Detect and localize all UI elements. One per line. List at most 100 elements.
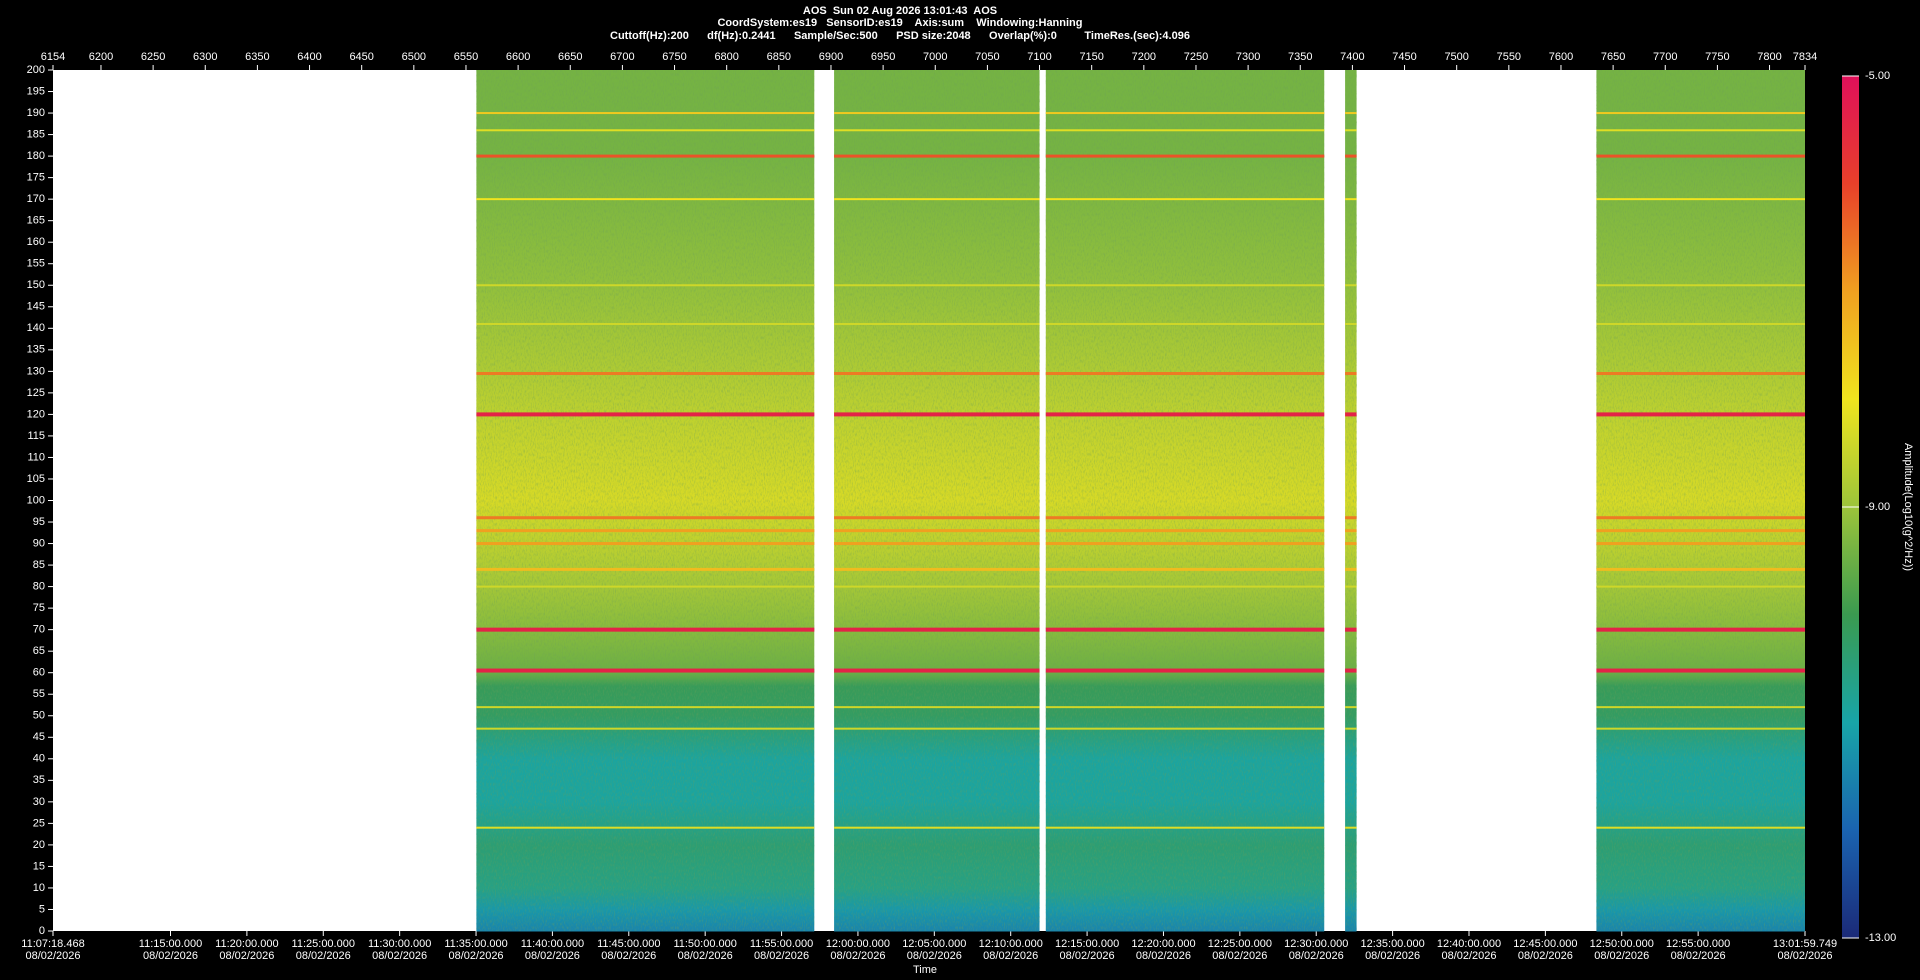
y-tick-label: 35 xyxy=(33,774,45,786)
tone-line xyxy=(476,668,815,673)
x-tick-label: 7050 xyxy=(975,51,999,63)
header-line: AOS Sun 02 Aug 2026 13:01:43 AOS xyxy=(803,5,997,17)
tone-line xyxy=(476,198,815,201)
tone-line xyxy=(1596,585,1805,588)
y-tick-label: 150 xyxy=(27,279,45,291)
tone-line xyxy=(1345,567,1357,571)
time-tick-date: 08/02/2026 xyxy=(678,950,733,962)
tone-line xyxy=(1345,706,1357,709)
tone-line xyxy=(1596,112,1805,115)
header-line: CoordSystem:es19 SensorID:es19 Axis:sum … xyxy=(717,17,1082,29)
x-tick-label: 7550 xyxy=(1497,51,1521,63)
tone-line xyxy=(476,529,815,533)
tone-line xyxy=(1596,668,1805,673)
x-tick-label: 6950 xyxy=(871,51,895,63)
y-tick-label: 185 xyxy=(27,128,45,140)
tone-line xyxy=(1596,198,1805,201)
time-tick-label: 12:05:00.000 xyxy=(902,938,966,950)
tone-line xyxy=(834,284,1040,287)
tone-line xyxy=(476,567,815,571)
y-tick-label: 75 xyxy=(33,602,45,614)
time-tick-label: 11:20:00.000 xyxy=(215,938,278,950)
time-tick-label: 12:20:00.000 xyxy=(1131,938,1195,950)
data-segment xyxy=(1596,70,1805,932)
x-tick-label: 7100 xyxy=(1027,51,1051,63)
tone-line xyxy=(1345,516,1357,520)
tone-line xyxy=(1596,516,1805,520)
tone-line xyxy=(1045,529,1325,533)
y-tick-label: 120 xyxy=(27,408,45,420)
tone-line xyxy=(1345,727,1357,730)
y-tick-label: 20 xyxy=(33,839,45,851)
time-tick-date: 08/02/2026 xyxy=(601,950,656,962)
tone-line xyxy=(1045,727,1325,730)
time-tick-date: 08/02/2026 xyxy=(754,950,809,962)
tone-line xyxy=(476,412,815,417)
tone-line xyxy=(834,129,1040,132)
y-tick-label: 25 xyxy=(33,817,45,829)
tone-line xyxy=(1596,727,1805,730)
y-tick-label: 60 xyxy=(33,667,45,679)
y-tick-label: 45 xyxy=(33,731,45,743)
time-tick-date: 08/02/2026 xyxy=(1212,950,1267,962)
x-tick-label: 7650 xyxy=(1601,51,1625,63)
tone-line xyxy=(834,412,1040,417)
tone-line xyxy=(1045,322,1325,325)
time-tick-date: 08/02/2026 xyxy=(983,950,1038,962)
x-tick-label: 6500 xyxy=(402,51,426,63)
tone-line xyxy=(476,516,815,520)
x-tick-label: 7800 xyxy=(1757,51,1781,63)
colorbar-tick-label: -5.00 xyxy=(1865,70,1890,82)
tone-line xyxy=(476,706,815,709)
x-tick-label: 7250 xyxy=(1184,51,1208,63)
tone-line xyxy=(1045,627,1325,632)
tone-line xyxy=(1345,412,1357,417)
time-tick-date: 08/02/2026 xyxy=(296,950,351,962)
tone-line xyxy=(1596,706,1805,709)
time-tick-label: 12:25:00.000 xyxy=(1208,938,1272,950)
x-tick-label: 7000 xyxy=(923,51,947,63)
tone-line xyxy=(1596,412,1805,417)
y-tick-label: 30 xyxy=(33,796,45,808)
time-tick-label: 11:50:00.000 xyxy=(673,938,736,950)
tone-line xyxy=(1596,542,1805,546)
x-tick-label: 6550 xyxy=(454,51,478,63)
tone-line xyxy=(1596,529,1805,533)
time-tick-date: 08/02/2026 xyxy=(25,950,80,962)
tone-line xyxy=(476,727,815,730)
y-tick-label: 5 xyxy=(39,903,45,915)
tone-line xyxy=(834,826,1040,829)
tone-line xyxy=(834,154,1040,158)
tone-line xyxy=(834,372,1040,376)
y-tick-label: 160 xyxy=(27,236,45,248)
time-tick-label: 12:45:00.000 xyxy=(1513,938,1577,950)
tone-line xyxy=(1345,284,1357,287)
y-tick-label: 110 xyxy=(27,451,45,463)
time-tick-date: 08/02/2026 xyxy=(1518,950,1573,962)
tone-line xyxy=(1045,542,1325,546)
x-tick-label: 7300 xyxy=(1236,51,1260,63)
x-tick-label: 6800 xyxy=(714,51,738,63)
time-tick-date: 08/02/2026 xyxy=(525,950,580,962)
time-tick-date: 08/02/2026 xyxy=(1136,950,1191,962)
y-tick-label: 135 xyxy=(27,344,45,356)
tone-line xyxy=(834,727,1040,730)
tone-line xyxy=(1045,585,1325,588)
tone-line xyxy=(476,129,815,132)
x-tick-label: 6700 xyxy=(610,51,634,63)
y-tick-label: 175 xyxy=(27,172,45,184)
tone-line xyxy=(1345,112,1357,115)
time-tick-label: 12:10:00.000 xyxy=(979,938,1043,950)
y-tick-label: 145 xyxy=(27,301,45,313)
tone-line xyxy=(1345,529,1357,533)
x-tick-label: 6600 xyxy=(506,51,530,63)
tone-line xyxy=(1345,585,1357,588)
tone-line xyxy=(834,112,1040,115)
y-tick-label: 15 xyxy=(33,860,45,872)
y-tick-label: 180 xyxy=(27,150,45,162)
time-tick-date: 08/02/2026 xyxy=(1441,950,1496,962)
x-tick-label: 7750 xyxy=(1705,51,1729,63)
y-tick-label: 190 xyxy=(27,107,45,119)
tone-line xyxy=(1345,129,1357,132)
